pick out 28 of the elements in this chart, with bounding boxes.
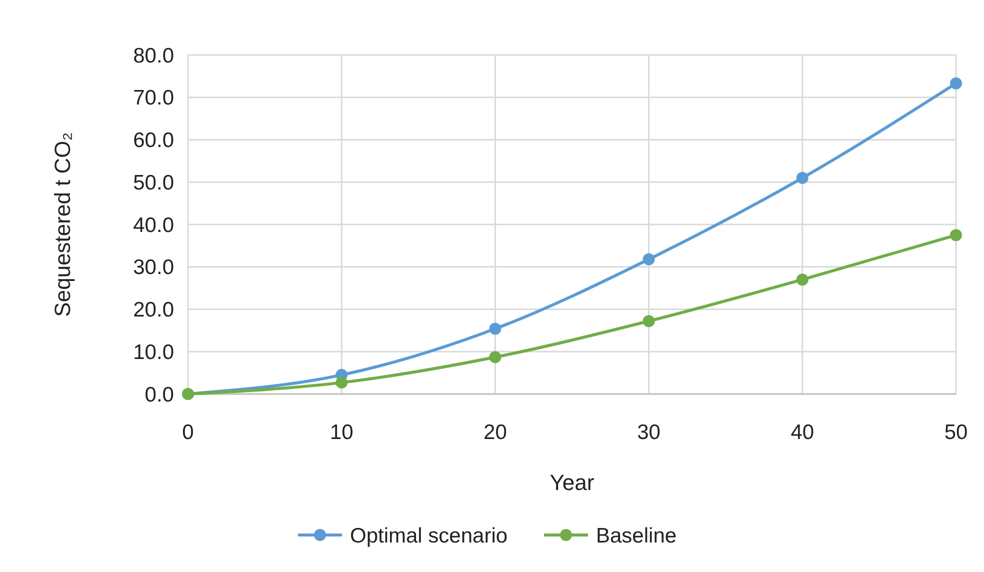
x-tick-label: 0 <box>182 421 194 444</box>
point <box>489 322 502 335</box>
point <box>489 351 502 364</box>
y-tick-label: 50.0 <box>133 171 174 194</box>
y-tick-label: 10.0 <box>133 340 174 364</box>
y-tick-label: 30.0 <box>133 256 174 280</box>
point <box>336 376 348 389</box>
y-tick-label: 40.0 <box>133 214 174 237</box>
y-tick-label: 0.0 <box>144 383 174 406</box>
x-tick-label: 50 <box>944 421 968 444</box>
y-tick-label: 20.0 <box>133 298 174 322</box>
point <box>950 77 962 90</box>
x-tick-label: 20 <box>484 421 507 444</box>
legend-label: Baseline <box>596 524 677 548</box>
point <box>950 229 962 242</box>
point <box>796 172 808 184</box>
legend-label: Optimal scenario <box>350 524 508 548</box>
y-tick-label: 60.0 <box>133 129 174 152</box>
x-tick-label: 40 <box>790 421 814 444</box>
y-axis-title: Sequestered t CO₂ <box>50 132 75 317</box>
point <box>796 274 808 286</box>
y-tick-label: 80.0 <box>133 44 174 68</box>
x-axis-title: Year <box>550 470 594 495</box>
x-tick-label: 30 <box>637 421 660 444</box>
x-tick-label: 10 <box>330 421 354 444</box>
point <box>642 253 655 266</box>
point <box>642 315 655 328</box>
y-tick-label: 70.0 <box>133 86 174 110</box>
